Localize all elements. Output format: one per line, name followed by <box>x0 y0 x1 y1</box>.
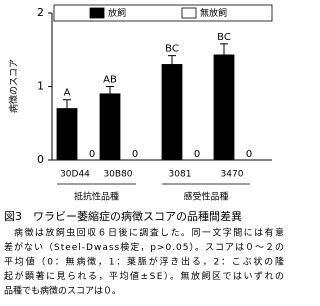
chart: 病徴のスコア 図3 ワラビー萎縮症の病徴スコアの品種間差異 0 1 2 放飼 無放飼 30… <box>4 4 284 297</box>
bar <box>161 64 183 161</box>
caption-note: 起が顕著に見られる，平均値±SE）。無放飼区ではいずれの <box>4 270 284 282</box>
x-tick-label: 3470 <box>221 170 244 180</box>
caption-note: 病徴は放飼虫回収６日後に調査した。同一文字間には有意 <box>14 227 284 239</box>
y-tick-label: 1 <box>37 80 44 93</box>
page: {"chart_data": {"type": "bar", "ylabel":… <box>4 4 284 297</box>
caption-note: 差がない（Steel-Dwass検定，p>0.05）。スコアは０～２の <box>4 241 284 253</box>
group-label: 感受性品種 <box>183 191 228 203</box>
legend-box <box>53 4 273 22</box>
caption-title: 図3 ワラビー萎縮症の病徴スコアの品種間差異 <box>4 209 242 223</box>
legend-label: 放飼 <box>108 7 126 19</box>
legend-label: 無放飼 <box>200 7 227 19</box>
group-label: 抵抗性品種 <box>74 191 119 203</box>
bar <box>56 108 78 161</box>
legend-swatch <box>89 7 105 19</box>
value-label: 0 <box>132 149 138 160</box>
value-label: 0 <box>89 149 95 160</box>
bar <box>213 54 235 161</box>
x-tick-label: 30B80 <box>103 170 132 180</box>
caption-note: 品種でも病徴のスコアは０。 <box>4 285 121 297</box>
caption-note: 平均値（0：無病徴，1：葉脈が浮き出る，2：こぶ状の隆 <box>4 256 284 268</box>
x-tick-label: 30D44 <box>60 170 90 180</box>
y-tick-label: 2 <box>37 6 44 19</box>
y-tick-label: 0 <box>37 153 44 166</box>
significance-letter: BC <box>217 32 231 43</box>
value-label: 0 <box>194 149 200 160</box>
bar <box>99 93 121 161</box>
significance-letter: AB <box>103 75 117 86</box>
significance-letter: BC <box>165 44 179 55</box>
significance-letter: A <box>64 88 71 99</box>
y-axis-label: 病徴のスコア <box>8 59 20 113</box>
x-tick-label: 3081 <box>169 170 192 180</box>
legend-swatch <box>181 7 197 19</box>
value-label: 0 <box>246 149 252 160</box>
